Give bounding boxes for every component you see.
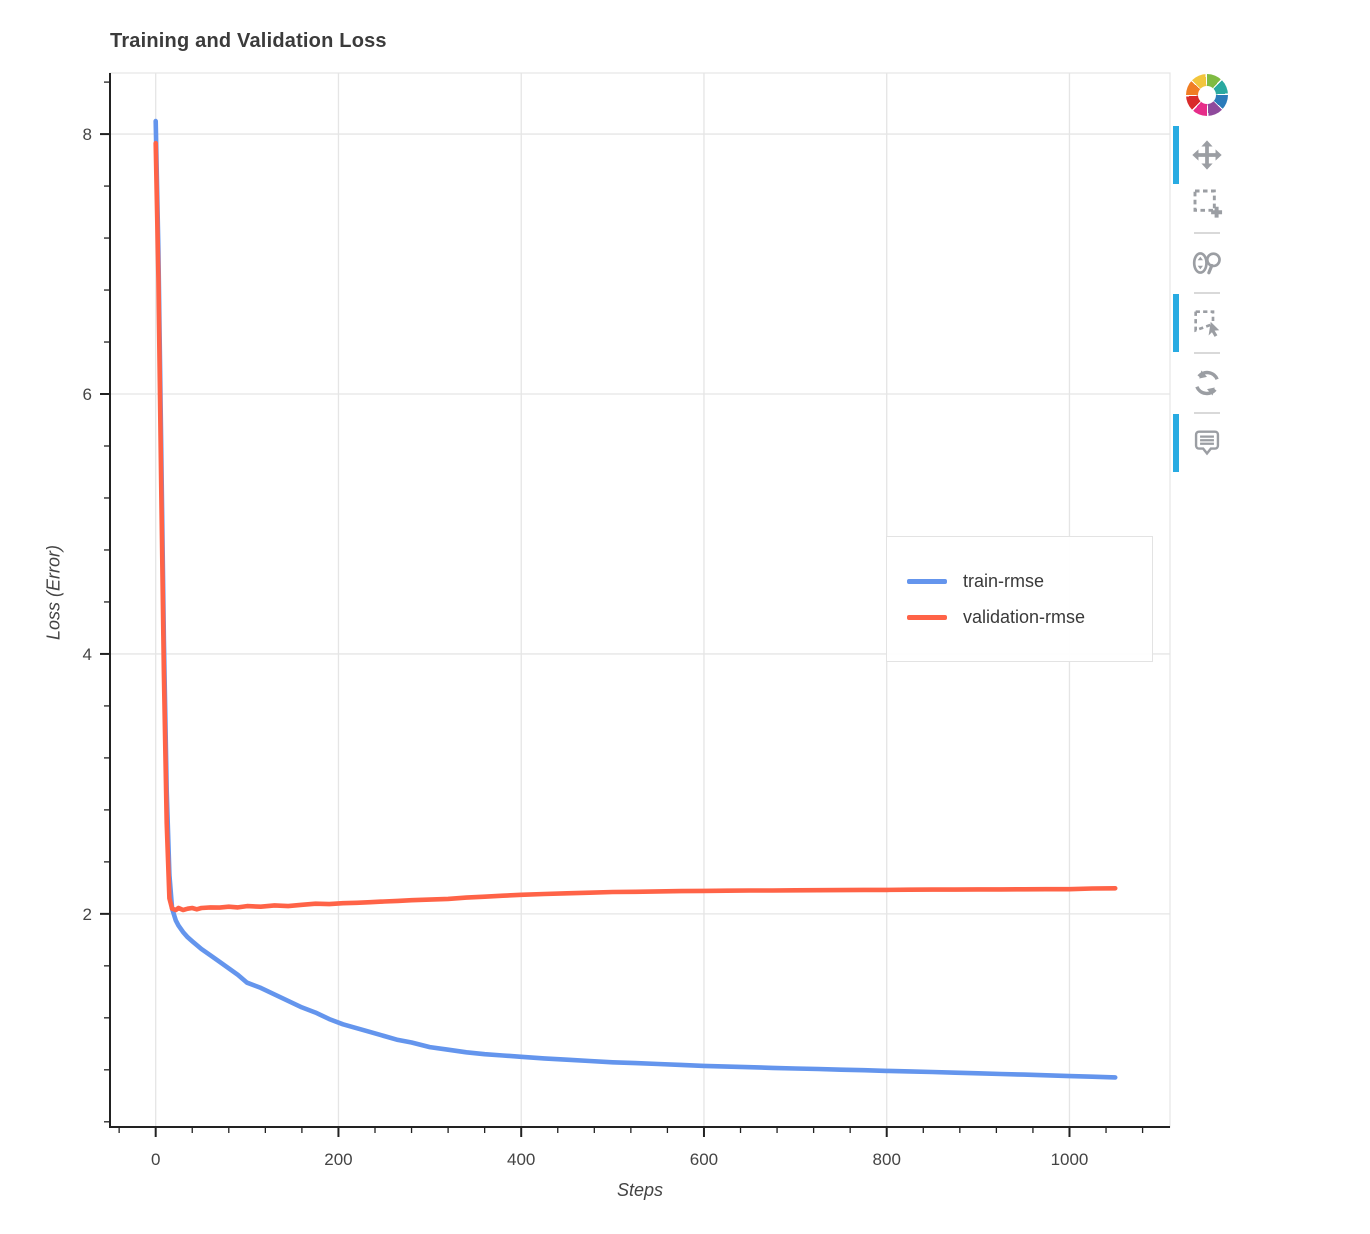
wheel-zoom-icon bbox=[1192, 252, 1221, 275]
y-tick-label: 8 bbox=[83, 125, 92, 144]
wheel-zoom-tool-button[interactable] bbox=[1185, 241, 1229, 285]
x-axis-title: Steps bbox=[616, 1180, 664, 1200]
x-tick-label: 400 bbox=[507, 1150, 535, 1169]
train-line-swatch bbox=[907, 578, 947, 584]
x-tick-label: 800 bbox=[873, 1150, 901, 1169]
chart-title: Training and Validation Loss bbox=[110, 30, 387, 52]
validation-line-swatch bbox=[907, 614, 947, 620]
legend: train-rmse validation-rmse bbox=[886, 536, 1153, 662]
toolbar-separator bbox=[1194, 232, 1220, 234]
box-select-icon bbox=[1194, 310, 1220, 337]
y-tick-label: 2 bbox=[83, 905, 92, 924]
x-tick-label: 200 bbox=[324, 1150, 352, 1169]
reset-tool-button[interactable] bbox=[1185, 361, 1229, 405]
pan-icon bbox=[1192, 140, 1222, 170]
box-zoom-tool-button[interactable] bbox=[1185, 181, 1229, 225]
box-zoom-icon bbox=[1193, 189, 1223, 218]
x-tick-label: 1000 bbox=[1051, 1150, 1089, 1169]
toolbar-separator bbox=[1194, 412, 1220, 414]
bokeh-logo-icon[interactable] bbox=[1186, 74, 1228, 116]
y-tick-label: 6 bbox=[83, 385, 92, 404]
toolbar-separator bbox=[1194, 292, 1220, 294]
x-tick-label: 600 bbox=[690, 1150, 718, 1169]
legend-item-train: train-rmse bbox=[907, 571, 1152, 592]
hover-tool-button[interactable] bbox=[1173, 414, 1229, 472]
pan-tool-button[interactable] bbox=[1173, 126, 1229, 184]
train-rmse-line bbox=[153, 118, 1118, 1080]
box-select-tool-button[interactable] bbox=[1173, 294, 1229, 352]
legend-item-validation: validation-rmse bbox=[907, 607, 1152, 628]
legend-label-train: train-rmse bbox=[963, 570, 1045, 591]
x-tick-label: 0 bbox=[151, 1150, 160, 1169]
bokeh-toolbar bbox=[1173, 74, 1233, 472]
toolbar-separator bbox=[1194, 352, 1220, 354]
validation-rmse-line bbox=[153, 140, 1118, 913]
y-tick-label: 4 bbox=[83, 645, 92, 664]
reset-icon bbox=[1195, 370, 1219, 396]
hover-icon bbox=[1194, 430, 1220, 456]
y-axis-title: Loss (Error) bbox=[43, 545, 64, 641]
legend-label-validation: validation-rmse bbox=[963, 606, 1086, 627]
